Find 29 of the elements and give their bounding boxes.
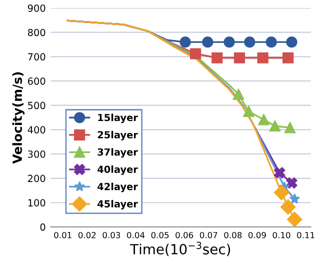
x-tick-label: 0.05	[151, 232, 169, 238]
x-tick-label: 0.10	[272, 232, 290, 238]
x-tick-label: 0.01	[54, 232, 72, 238]
legend-label: 45layer	[98, 200, 138, 210]
x-tick-label: 0.02	[78, 232, 96, 238]
x-axis-title: Time(10$^{−3}$sec)	[130, 242, 230, 256]
y-tick-label: 900	[28, 4, 46, 12]
x-tick-label: 0.03	[102, 232, 120, 238]
x-tick-label: 0.06	[176, 232, 194, 238]
y-axis-title: Velocity(m/s)	[12, 72, 25, 164]
y-tick-label: 500	[28, 102, 46, 110]
y-tick-label: 600	[28, 77, 46, 85]
x-tick-label: 0.11	[297, 232, 314, 238]
legend-label: 37layer	[98, 148, 138, 158]
y-tick-label: 400	[28, 126, 46, 134]
legend-label: 42layer	[98, 182, 138, 192]
y-tick-label: 300	[28, 150, 46, 158]
legend-label: 25layer	[98, 130, 138, 140]
legend-label: 40layer	[98, 165, 138, 175]
x-tick-label: 0.04	[127, 232, 145, 238]
legend-label: 15layer	[98, 114, 138, 124]
x-tick-label: 0.09	[248, 232, 266, 238]
y-tick-label: 0	[40, 223, 46, 231]
y-tick-label: 200	[28, 174, 46, 182]
y-tick-label: 800	[28, 28, 46, 36]
y-tick-label: 100	[28, 199, 46, 206]
x-tick-label: 0.07	[200, 232, 218, 238]
y-tick-label: 700	[28, 53, 46, 60]
x-tick-label: 0.08	[224, 232, 242, 238]
